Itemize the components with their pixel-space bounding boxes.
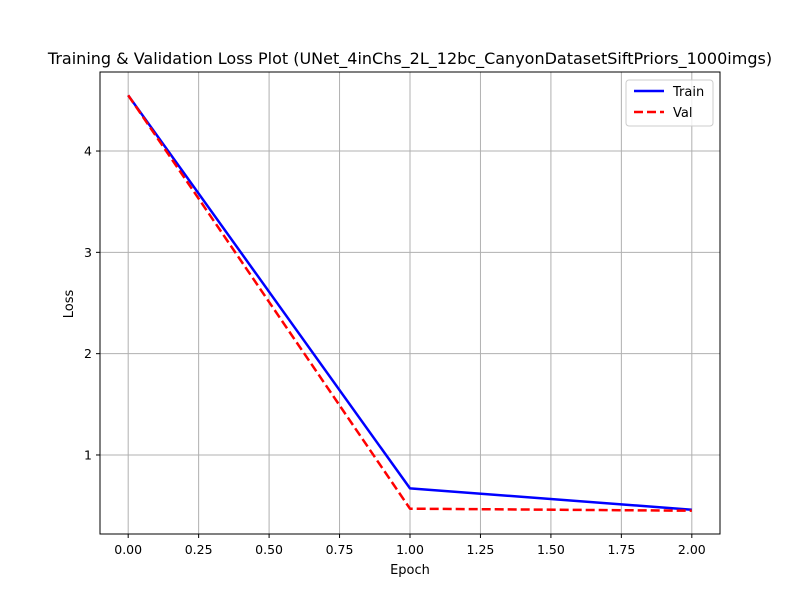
x-tick-label: 1.75 — [607, 542, 635, 557]
y-tick-label: 4 — [84, 144, 92, 159]
x-tick-label: 2.00 — [678, 542, 706, 557]
x-tick-label: 0.75 — [326, 542, 354, 557]
y-tick-label: 2 — [84, 346, 92, 361]
x-axis-label: Epoch — [390, 563, 430, 578]
y-axis-label: Loss — [62, 290, 77, 319]
x-tick-label: 0.50 — [255, 542, 283, 557]
x-tick-label: 0.25 — [185, 542, 213, 557]
axis-ticks: 0.00 0.25 0.50 0.75 1.00 1.25 1.50 1.75 2.00 1 2 3 4 — [84, 144, 706, 557]
series-line-val — [127, 94, 692, 512]
y-tick-label: 1 — [84, 447, 92, 462]
x-tick-label: 1.25 — [467, 542, 495, 557]
legend: Train Val — [625, 79, 714, 127]
y-tick-label: 3 — [84, 245, 92, 260]
x-tick-label: 1.00 — [396, 542, 424, 557]
grid-lines — [100, 72, 720, 534]
legend-label-train: Train — [672, 85, 704, 100]
legend-label-val: Val — [673, 106, 692, 121]
chart-title: Training & Validation Loss Plot (UNet_4i… — [47, 49, 772, 69]
series-line-train — [127, 94, 692, 511]
x-tick-label: 1.50 — [537, 542, 565, 557]
x-tick-label: 0.00 — [114, 542, 142, 557]
series-lines — [127, 94, 692, 512]
